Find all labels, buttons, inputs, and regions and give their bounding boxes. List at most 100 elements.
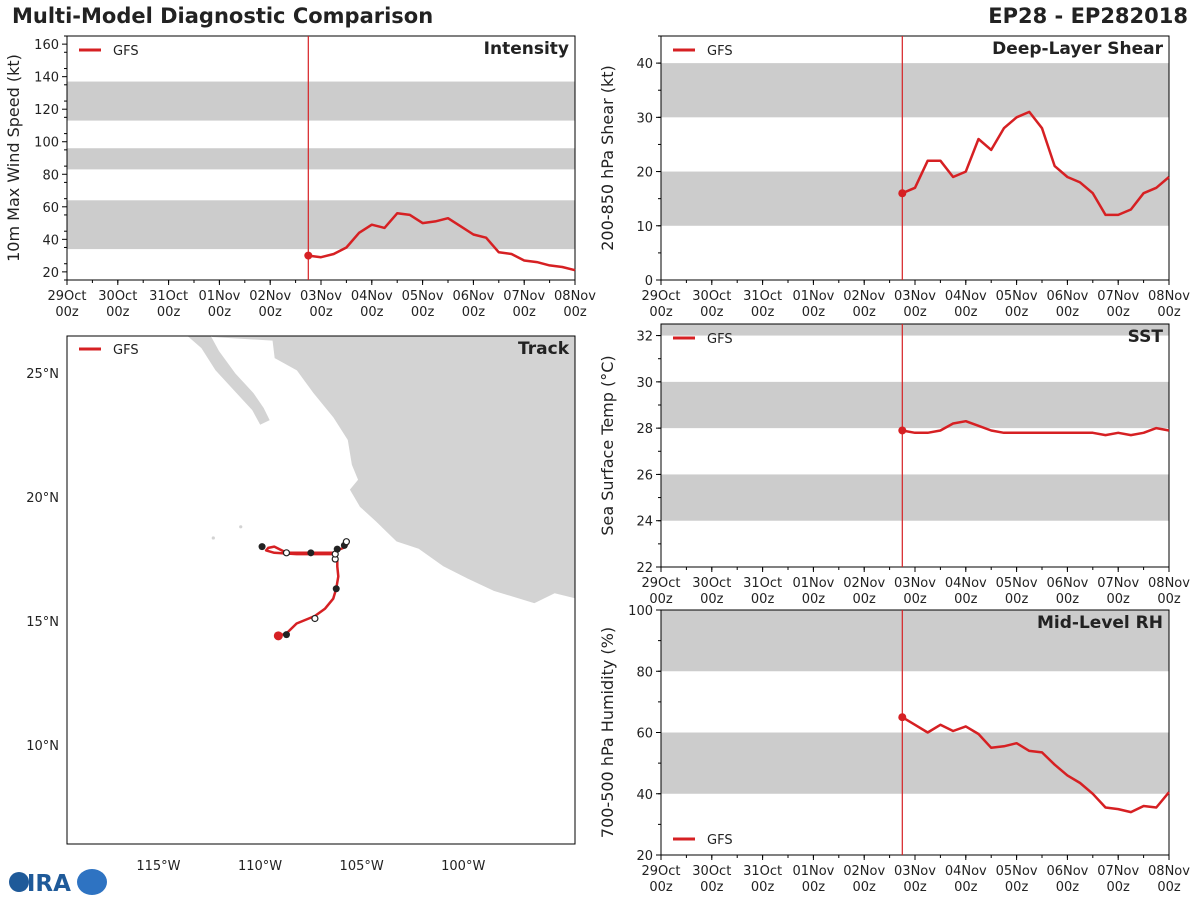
track-day-marker (332, 585, 340, 593)
sst-xtick-sublabel: 00z (802, 592, 826, 607)
shear-xtick-label: 29Oct (641, 289, 680, 304)
intensity-xtick-label: 06Nov (452, 289, 494, 304)
shear-ytick-label: 40 (636, 57, 653, 72)
rh-xtick-label: 08Nov (1148, 864, 1190, 879)
shear-xtick-label: 30Oct (692, 289, 731, 304)
sst-xtick-label: 03Nov (894, 576, 936, 591)
sst-band (661, 474, 1169, 521)
shear-ylabel: 200-850 hPa Shear (kt) (598, 65, 617, 251)
track-day-marker (333, 545, 341, 553)
sst-xtick-label: 01Nov (792, 576, 834, 591)
shear-xtick-label: 02Nov (843, 289, 885, 304)
intensity-xtick-label: 31Oct (149, 289, 188, 304)
intensity-ytick-label: 60 (42, 201, 59, 216)
intensity-xtick-sublabel: 00z (309, 305, 333, 320)
intensity-ytick-label: 80 (42, 168, 59, 183)
intensity-xtick-sublabel: 00z (259, 305, 283, 320)
track-halfday-marker (311, 614, 319, 623)
shear-xtick-sublabel: 00z (853, 305, 877, 320)
sst-legend-label: GFS (707, 332, 733, 347)
intensity-xtick-label: 08Nov (554, 289, 596, 304)
intensity-ytick-label: 100 (34, 136, 59, 151)
intensity-panel: 2040608010012014016029Oct00z30Oct00z31Oc… (4, 35, 596, 320)
shear-xtick-sublabel: 00z (1005, 305, 1029, 320)
shear-ytick-label: 30 (636, 111, 653, 126)
track-line (264, 541, 349, 637)
rh-xtick-sublabel: 00z (954, 880, 978, 895)
sst-xtick-label: 29Oct (641, 576, 680, 591)
rh-xtick-label: 05Nov (996, 864, 1038, 879)
logo-swirl-icon (77, 869, 107, 895)
cira-logo: CIRA (9, 869, 107, 897)
intensity-xtick-label: 03Nov (300, 289, 342, 304)
land-island (211, 536, 215, 540)
sst-band (661, 381, 1169, 429)
intensity-title: Intensity (484, 39, 569, 59)
rh-xtick-label: 31Oct (743, 864, 782, 879)
intensity-xtick-sublabel: 00z (513, 305, 537, 320)
sst-ytick-label: 28 (636, 422, 653, 437)
rh-xtick-label: 06Nov (1046, 864, 1088, 879)
sst-xtick-label: 30Oct (692, 576, 731, 591)
intensity-ytick-label: 20 (42, 266, 59, 281)
rh-xtick-sublabel: 00z (853, 880, 877, 895)
shear-series-line (901, 110, 1170, 217)
rh-xtick-label: 30Oct (692, 864, 731, 879)
rh-xtick-label: 01Nov (792, 864, 834, 879)
track-day-marker (282, 631, 290, 639)
rh-xtick-label: 29Oct (641, 864, 680, 879)
intensity-xtick-sublabel: 00z (563, 305, 587, 320)
intensity-ylabel: 10m Max Wind Speed (kt) (4, 54, 23, 262)
track-day-marker (258, 543, 266, 551)
rh-legend-label: GFS (707, 833, 733, 848)
rh-ytick-label: 20 (636, 849, 653, 864)
sst-xtick-sublabel: 00z (751, 592, 775, 607)
sst-xtick-sublabel: 00z (853, 592, 877, 607)
sst-xtick-sublabel: 00z (649, 592, 673, 607)
sst-xtick-label: 06Nov (1046, 576, 1088, 591)
rh-ylabel: 700-500 hPa Humidity (%) (598, 627, 617, 838)
intensity-xtick-sublabel: 00z (208, 305, 232, 320)
sst-series-line (902, 419, 1170, 437)
rh-xtick-sublabel: 00z (802, 880, 826, 895)
shear-ytick-label: 10 (636, 220, 653, 235)
track-legend-label: GFS (113, 343, 139, 358)
shear-band (661, 171, 1169, 226)
shear-xtick-sublabel: 00z (954, 305, 978, 320)
track-land-group (186, 336, 575, 605)
track-day-marker (307, 549, 315, 557)
rh-xtick-sublabel: 00z (1056, 880, 1080, 895)
sst-xtick-label: 08Nov (1148, 576, 1190, 591)
track-xtick-label: 105°W (340, 859, 384, 874)
track-halfday-marker (342, 538, 350, 546)
intensity-ytick-label: 40 (42, 233, 59, 248)
shear-xtick-sublabel: 00z (1107, 305, 1131, 320)
rh-start-point (898, 713, 907, 722)
sst-frame (660, 323, 1170, 568)
sst-ytick-label: 22 (636, 561, 653, 576)
intensity-series-line (308, 212, 576, 272)
shear-xtick-sublabel: 00z (1157, 305, 1181, 320)
shear-xtick-sublabel: 00z (1056, 305, 1080, 320)
land-baja (186, 336, 271, 426)
shear-panel: 01020304029Oct00z30Oct00z31Oct00z01Nov00… (598, 35, 1190, 320)
track-title: Track (518, 339, 570, 359)
intensity-xtick-sublabel: 00z (411, 305, 435, 320)
shear-xtick-label: 04Nov (945, 289, 987, 304)
shear-xtick-sublabel: 00z (700, 305, 724, 320)
intensity-xtick-label: 07Nov (503, 289, 545, 304)
storm-id: EP28 - EP282018 (988, 4, 1188, 28)
land-island (239, 525, 243, 529)
rh-ytick-label: 80 (636, 665, 653, 680)
intensity-xtick-label: 29Oct (47, 289, 86, 304)
rh-xtick-label: 03Nov (894, 864, 936, 879)
sst-xtick-sublabel: 00z (1107, 592, 1131, 607)
shear-xtick-sublabel: 00z (649, 305, 673, 320)
rh-series-line (901, 716, 1170, 814)
intensity-xtick-sublabel: 00z (462, 305, 486, 320)
shear-ytick-label: 20 (636, 166, 653, 181)
intensity-xtick-label: 04Nov (351, 289, 393, 304)
rh-xtick-sublabel: 00z (1157, 880, 1181, 895)
rh-xtick-sublabel: 00z (649, 880, 673, 895)
